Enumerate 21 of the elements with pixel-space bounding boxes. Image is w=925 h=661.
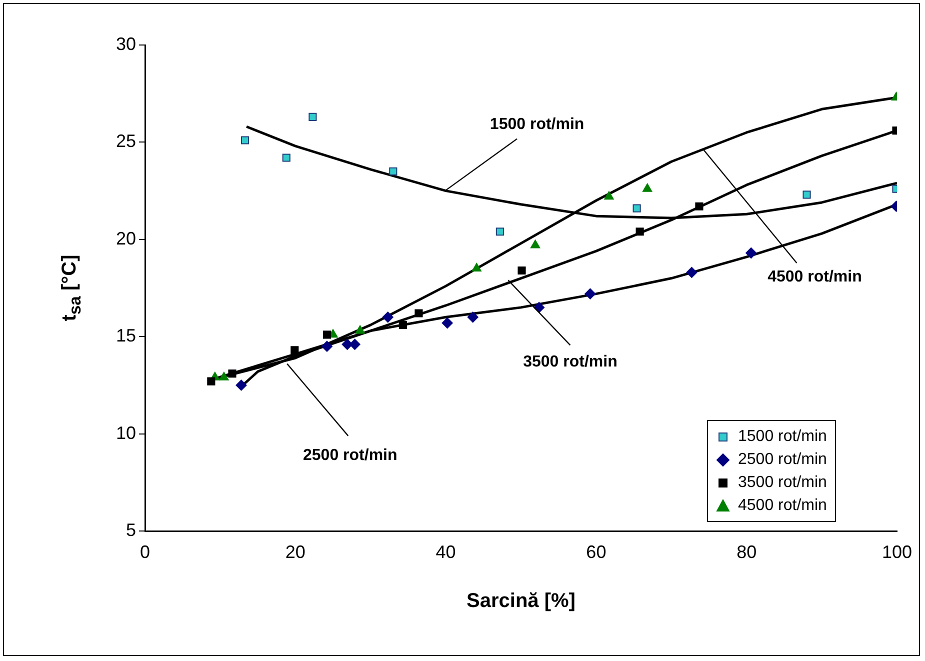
annotation: 4500 rot/min [768,268,862,286]
legend-label: 1500 rot/min [738,428,827,446]
y-tick-label: 20 [116,228,136,248]
y-tick-label: 30 [116,34,136,54]
x-tick-label: 80 [736,542,757,562]
y-tick-label: 15 [116,326,136,346]
x-tick-label: 40 [436,542,456,562]
x-tick-label: 100 [882,542,912,562]
x-tick-label: 60 [586,542,606,562]
legend-label: 3500 rot/min [738,474,827,492]
annotation: 2500 rot/min [302,447,398,464]
annotation: 1500 rot/min [490,116,584,134]
legend-label: 4500 rot/min [738,496,827,514]
x-axis-title: Sarcină [%] [466,590,576,613]
x-tick-label: 0 [140,542,150,562]
annotation: 3500 rot/min [523,354,618,371]
y-tick-label: 5 [126,520,136,540]
legend-label: 2500 rot/min [738,450,827,468]
y-tick-label: 10 [116,422,136,443]
x-tick-label: 20 [285,542,306,562]
y-tick-label: 25 [116,131,136,152]
